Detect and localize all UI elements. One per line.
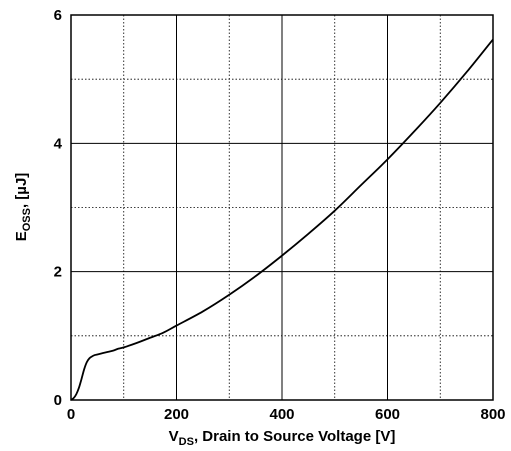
y-axis-label: EOSS, [µJ] — [13, 173, 33, 242]
y-axis-label-subscript: OSS — [21, 208, 33, 231]
y-axis-label-prefix: E — [13, 231, 30, 241]
y-tick-label-0: 0 — [54, 392, 62, 409]
x-tick-label-600: 600 — [375, 406, 400, 423]
y-tick-label-4: 4 — [54, 135, 63, 152]
y-tick-label-6: 6 — [54, 7, 62, 24]
series-layer — [70, 38, 494, 401]
y-tick-label-2: 2 — [54, 264, 62, 281]
x-tick-label-800: 800 — [480, 406, 505, 423]
x-tick-label-0: 0 — [67, 406, 75, 423]
x-tick-label-200: 200 — [164, 406, 189, 423]
x-axis-label-prefix: V — [169, 428, 179, 445]
x-axis-label-suffix: , Drain to Source Voltage [V] — [194, 428, 395, 445]
plot-frame — [70, 14, 494, 401]
series-line-0 — [70, 38, 494, 401]
grid-layer — [71, 15, 493, 400]
x-axis-label: VDS, Drain to Source Voltage [V] — [169, 428, 396, 448]
tick-label-layer: 0 200 400 600 800 0 2 4 6 — [54, 7, 506, 423]
x-axis-label-subscript: DS — [179, 436, 194, 448]
x-tick-label-400: 400 — [269, 406, 294, 423]
y-axis-label-suffix: , [µJ] — [13, 173, 30, 208]
